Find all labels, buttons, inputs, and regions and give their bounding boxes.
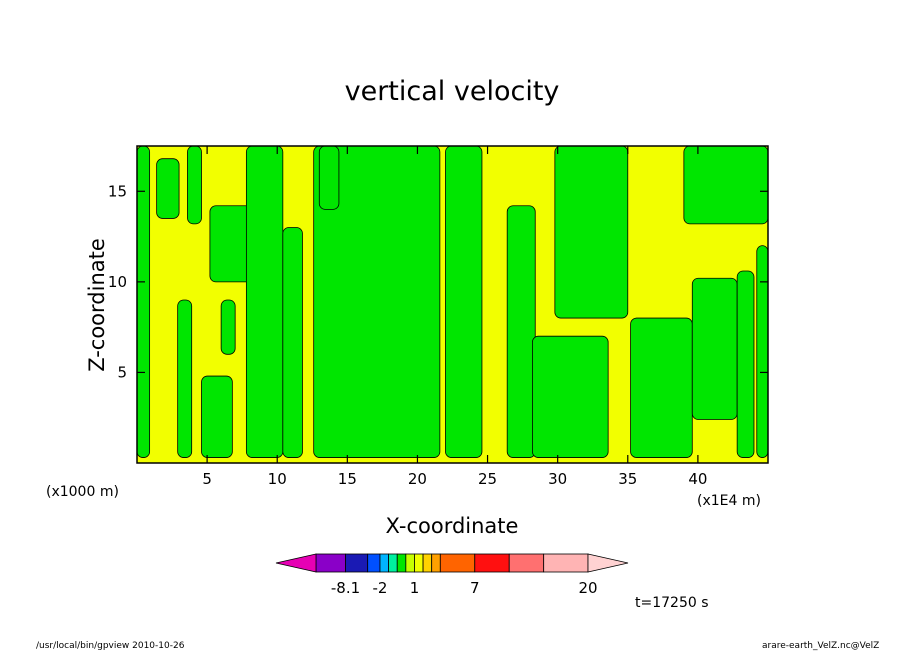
contour-region — [736, 270, 755, 458]
contour-region — [156, 158, 180, 219]
heatmap-field — [136, 145, 769, 463]
axes: 5 10 15 20 25 30 35 40 5 10 15 — [108, 146, 768, 488]
contour-region — [318, 145, 340, 210]
colorbar-segment — [543, 553, 589, 573]
colorbar-label: -2 — [373, 579, 388, 597]
colorbar-arrow-max — [587, 553, 629, 573]
x-tick-label: 5 — [202, 470, 212, 488]
contour-region — [282, 227, 303, 458]
contour-region — [683, 145, 769, 225]
y-tick-label: 15 — [108, 182, 127, 200]
colorbar-segment — [414, 553, 424, 573]
colorbar-label: 7 — [470, 579, 480, 597]
contour-region — [220, 299, 236, 355]
colorbar-segment — [431, 553, 441, 573]
x-axis-label: X-coordinate — [385, 514, 519, 538]
colorbar-label: 1 — [410, 579, 420, 597]
time-label: t=17250 s — [635, 595, 709, 611]
x-tick-label: 25 — [478, 470, 497, 488]
contour-region — [532, 335, 609, 458]
colorbar-segment — [388, 553, 398, 573]
x-tick-label: 15 — [338, 470, 357, 488]
contour-region — [506, 205, 536, 458]
colorbar-segment — [379, 553, 390, 573]
y-axis-label: Z-coordinate — [85, 238, 109, 372]
colorbar-label: -8.1 — [331, 579, 360, 597]
contour-region — [691, 277, 738, 420]
y-tick-label: 5 — [117, 363, 127, 381]
x-tick-label: 30 — [548, 470, 567, 488]
plot-frame — [136, 145, 769, 464]
x-axis-unit-right: (x1E4 m) — [697, 493, 761, 509]
colorbar-segment — [367, 553, 381, 573]
contour-region — [201, 375, 233, 458]
contour-region — [245, 145, 284, 458]
colorbar-label: 20 — [578, 579, 597, 597]
colorbar-segment — [439, 553, 476, 573]
colorbar: -8.1 -2 1 7 20 — [275, 553, 629, 597]
x-tick-label: 10 — [268, 470, 287, 488]
contour-region — [756, 245, 769, 458]
contour-region — [187, 145, 202, 225]
footer-source: arare-earth_VelZ.nc@VelZ — [762, 641, 880, 651]
colorbar-segment — [345, 553, 369, 573]
colorbar-segment — [474, 553, 510, 573]
colorbar-arrow-min — [275, 553, 317, 573]
colorbar-segment — [396, 553, 407, 573]
x-axis-unit-left: (x1000 m) — [46, 484, 119, 500]
x-tick-label: 40 — [688, 470, 707, 488]
colorbar-segment — [315, 553, 346, 573]
contour-region — [445, 145, 483, 458]
footer-command: /usr/local/bin/gpview 2010-10-26 — [36, 641, 185, 651]
contour-region — [630, 317, 693, 458]
colorbar-segment — [508, 553, 545, 573]
contour-region — [554, 145, 629, 319]
contour-region — [136, 145, 151, 458]
contour-region — [177, 299, 193, 458]
colorbar-segment — [422, 553, 433, 573]
x-tick-label: 20 — [408, 470, 427, 488]
x-tick-label: 35 — [618, 470, 637, 488]
chart-title: vertical velocity — [344, 76, 560, 107]
y-tick-label: 10 — [108, 273, 127, 291]
colorbar-segment — [405, 553, 415, 573]
